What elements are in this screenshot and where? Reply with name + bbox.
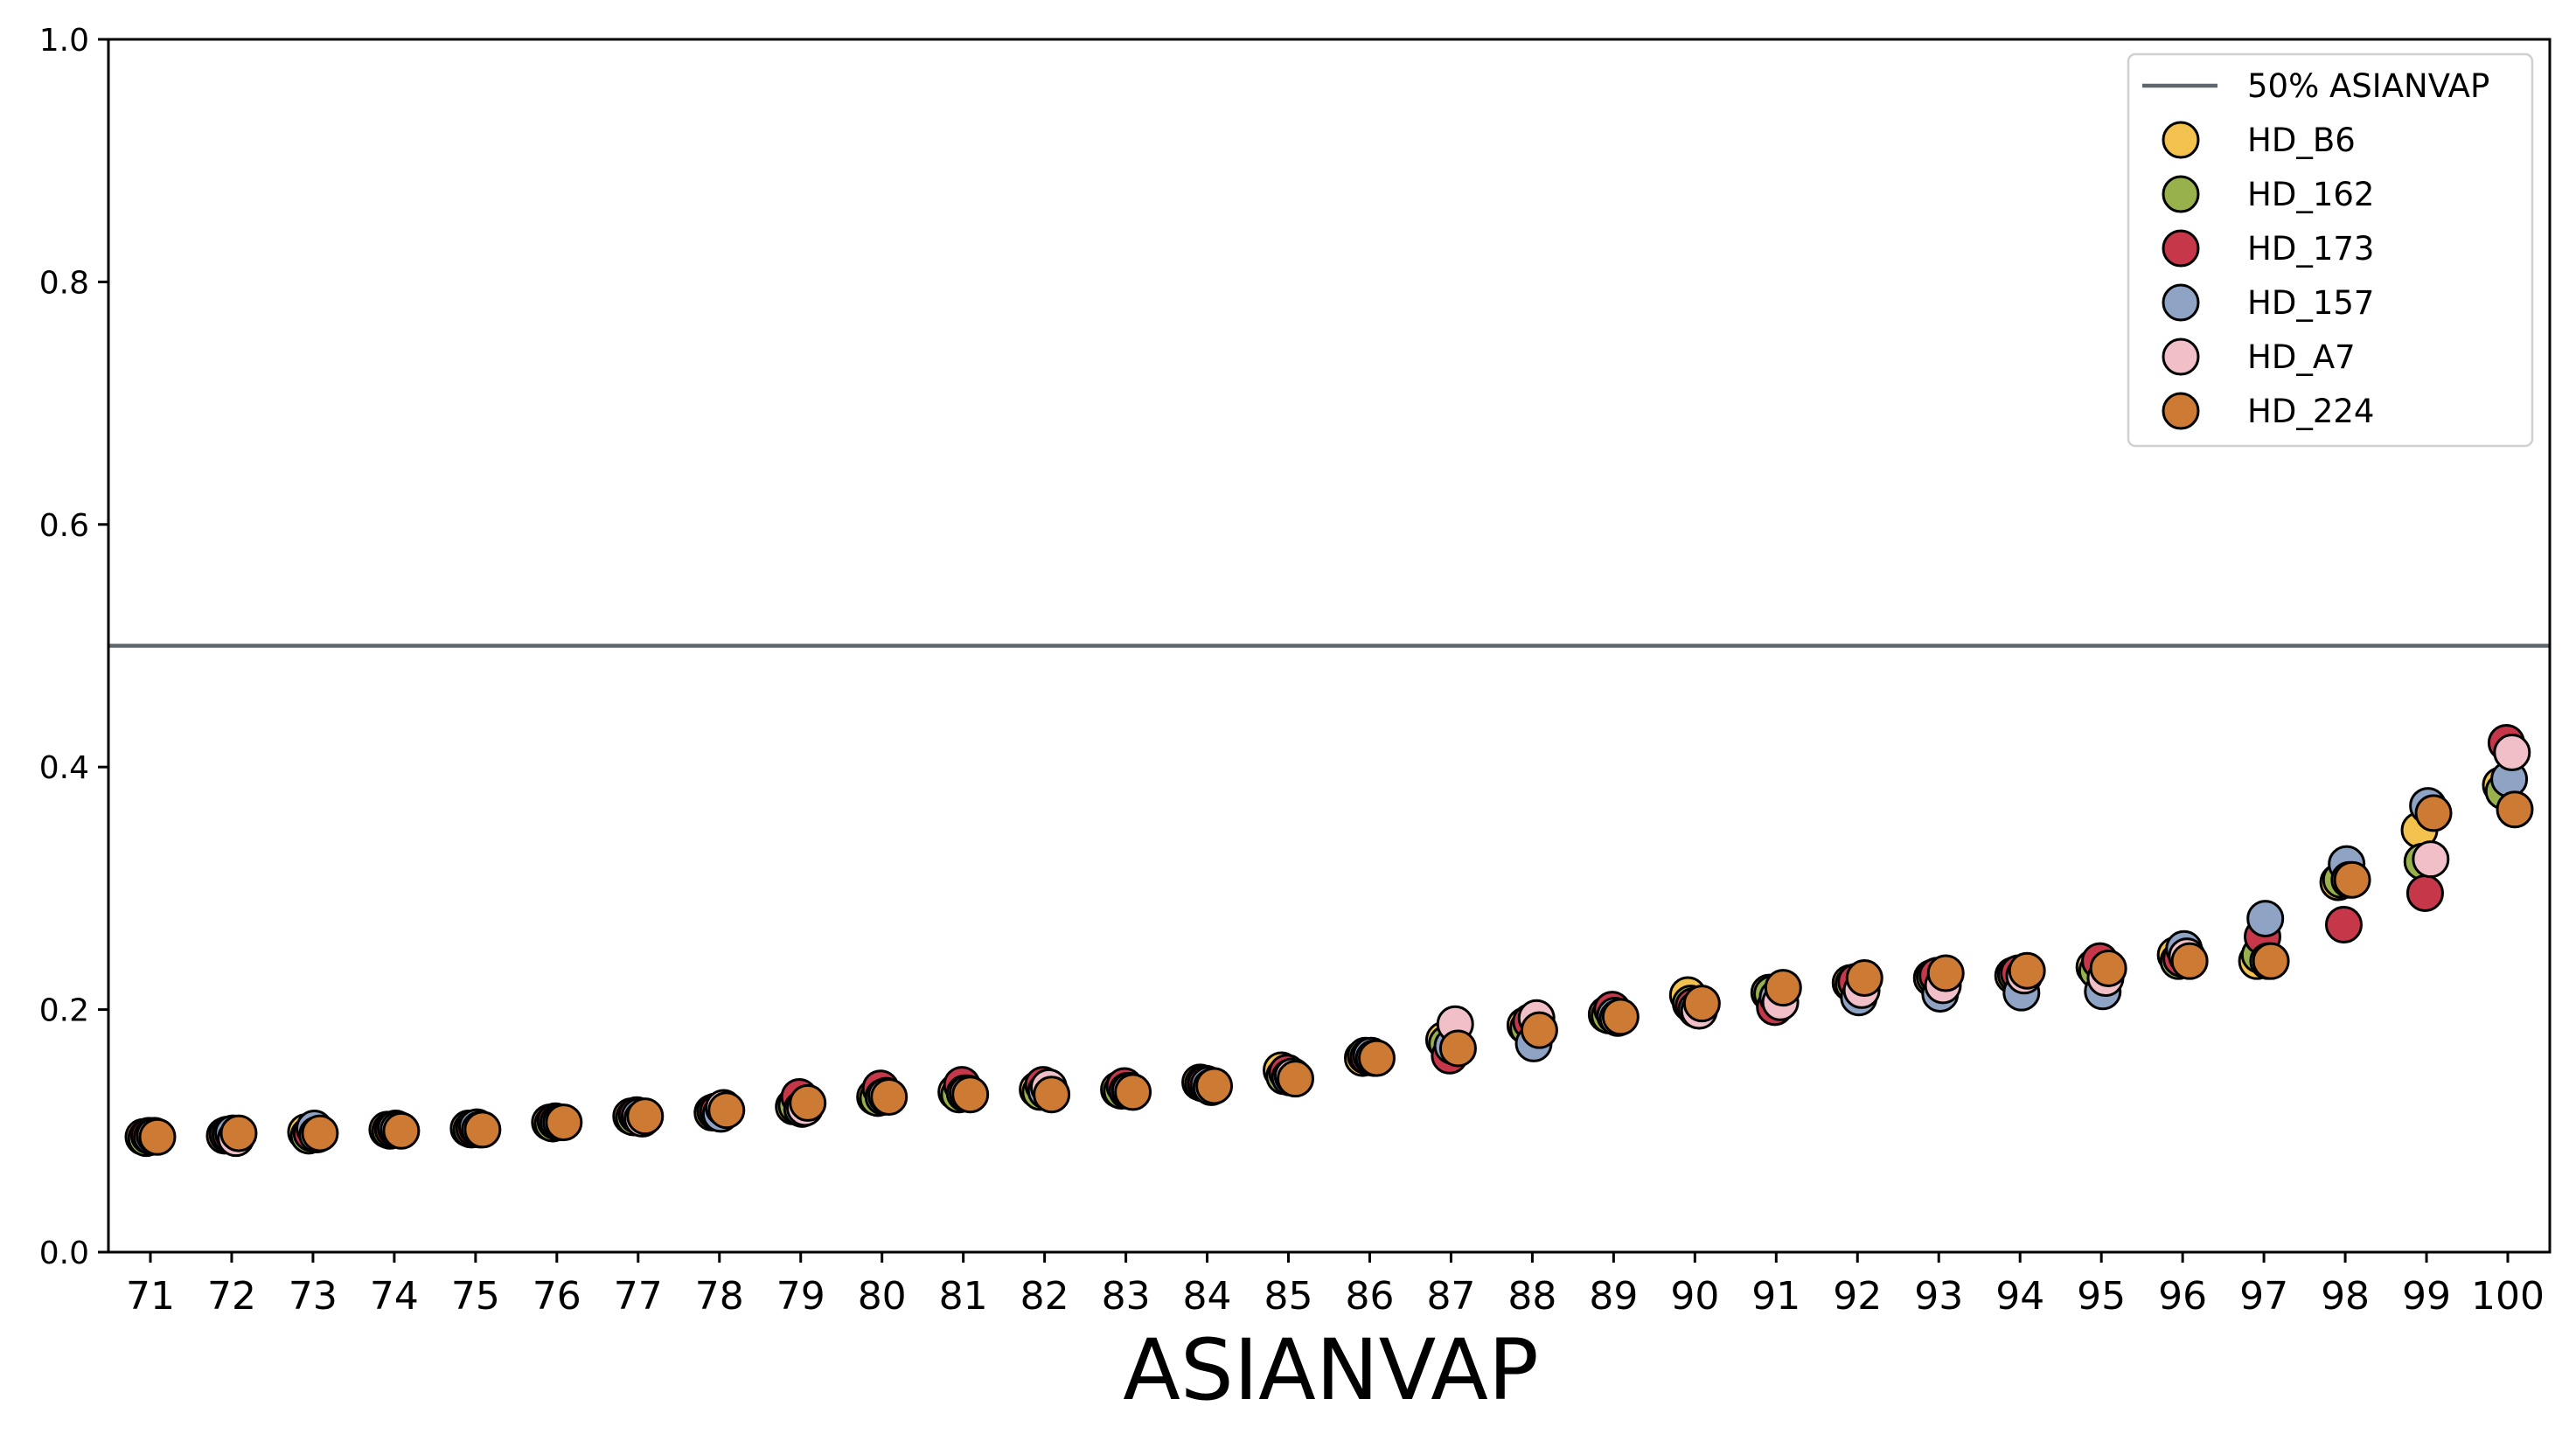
y-tick-label: 0.0 (39, 1236, 89, 1271)
plot-frame (107, 38, 2552, 1254)
x-axis-label: ASIANVAP (1123, 1321, 1539, 1419)
point-hd-a7 (2412, 840, 2450, 879)
point-hd-173 (2405, 874, 2444, 912)
point-hd-224 (1277, 1060, 1315, 1098)
point-hd-224 (870, 1077, 909, 1116)
point-hd-224 (138, 1117, 177, 1156)
legend: 50% ASIANVAP HD_B6 HD_162 HD_173 HD_157 HD_A… (2127, 52, 2534, 448)
legend-marker-hd-157 (2162, 283, 2200, 322)
point-hd-224 (1520, 1011, 1558, 1049)
x-tick-label: 87 (1426, 1274, 1475, 1319)
point-hd-224 (301, 1114, 339, 1152)
point-hd-224 (382, 1111, 421, 1150)
y-axis: 0.0 0.2 0.4 0.6 0.8 1.0 (39, 23, 108, 1271)
point-hd-224 (2008, 951, 2046, 990)
point-hd-224 (1114, 1073, 1152, 1111)
point-hd-224 (1601, 998, 1640, 1036)
legend-frame (2127, 52, 2534, 448)
x-tick-label: 91 (1751, 1274, 1800, 1319)
point-hd-224 (219, 1114, 258, 1152)
point-hd-157 (2246, 900, 2285, 938)
x-tick-label: 84 (1183, 1274, 1232, 1319)
point-hd-224 (1764, 969, 1802, 1007)
x-tick-label: 98 (2321, 1274, 2370, 1319)
x-tick-label: 96 (2158, 1274, 2207, 1319)
x-tick-label: 81 (939, 1274, 988, 1319)
x-tick-label: 86 (1345, 1274, 1394, 1319)
legend-marker-hd-b6 (2162, 121, 2200, 159)
x-tick-label: 85 (1264, 1274, 1313, 1319)
y-tick-label: 0.8 (39, 265, 89, 301)
point-hd-224 (2170, 942, 2209, 980)
point-hd-224 (1845, 959, 1883, 998)
x-tick-label: 79 (776, 1274, 825, 1319)
point-hd-224 (626, 1097, 665, 1136)
point-hd-224 (789, 1083, 827, 1122)
legend-reference-line-label: 50% ASIANVAP (2247, 67, 2489, 105)
point-hd-a7 (2493, 734, 2531, 772)
point-hd-224 (463, 1110, 502, 1149)
y-tick-label: 0.6 (39, 508, 89, 544)
point-hd-224 (2414, 794, 2453, 832)
x-tick-label: 90 (1670, 1274, 1719, 1319)
legend-marker-hd-173 (2162, 229, 2200, 268)
x-tick-label: 89 (1589, 1274, 1638, 1319)
legend-series: HD_B6 HD_162 HD_173 HD_157 HD_A7 HD_224 (2162, 121, 2374, 430)
legend-label-hd-b6: HD_B6 (2247, 122, 2356, 159)
x-tick-label: 76 (533, 1274, 581, 1319)
y-tick-label: 0.4 (39, 750, 89, 786)
y-tick-label: 1.0 (39, 23, 89, 59)
x-tick-label: 99 (2402, 1274, 2451, 1319)
x-tick-label: 95 (2077, 1274, 2126, 1319)
data-marks (124, 723, 2534, 1158)
y-tick-label: 0.2 (39, 993, 89, 1029)
x-tick-label: 92 (1833, 1274, 1882, 1319)
point-hd-224 (2333, 860, 2371, 899)
point-hd-224 (1926, 954, 1965, 992)
x-axis: 71 72 73 74 75 76 77 78 79 80 81 82 83 84 85 86 87 88 89 90… (126, 1252, 2545, 1319)
point-hd-224 (1033, 1076, 1071, 1114)
point-hd-224 (1682, 985, 1721, 1023)
point-hd-224 (707, 1091, 746, 1130)
point-hd-224 (2089, 949, 2127, 987)
x-tick-label: 88 (1507, 1274, 1556, 1319)
x-tick-label: 77 (614, 1274, 663, 1319)
x-tick-label: 78 (695, 1274, 744, 1319)
x-tick-label: 73 (289, 1274, 338, 1319)
point-hd-224 (1357, 1039, 1396, 1077)
x-tick-label: 75 (451, 1274, 500, 1319)
point-hd-224 (951, 1076, 990, 1114)
x-tick-label: 72 (207, 1274, 256, 1319)
x-tick-label: 97 (2239, 1274, 2288, 1319)
legend-label-hd-173: HD_173 (2247, 230, 2374, 268)
legend-label-hd-a7: HD_A7 (2247, 338, 2356, 376)
x-tick-label: 80 (858, 1274, 907, 1319)
x-tick-label: 94 (1995, 1274, 2044, 1319)
legend-label-hd-224: HD_224 (2247, 393, 2374, 430)
point-hd-224 (1438, 1029, 1477, 1068)
x-tick-label: 83 (1102, 1274, 1151, 1319)
point-hd-224 (2496, 790, 2534, 829)
point-hd-224 (2252, 942, 2290, 980)
legend-marker-hd-224 (2162, 392, 2200, 430)
x-tick-label: 71 (126, 1274, 175, 1319)
point-hd-224 (1195, 1067, 1234, 1105)
legend-marker-hd-162 (2162, 175, 2200, 213)
x-tick-label: 100 (2471, 1274, 2545, 1319)
x-tick-label: 74 (370, 1274, 419, 1319)
legend-marker-hd-a7 (2162, 338, 2200, 376)
point-hd-173 (2324, 906, 2363, 944)
legend-label-hd-162: HD_162 (2247, 176, 2374, 213)
point-hd-224 (545, 1103, 583, 1142)
legend-label-hd-157: HD_157 (2247, 284, 2374, 322)
x-tick-label: 82 (1020, 1274, 1069, 1319)
x-tick-label: 93 (1914, 1274, 1963, 1319)
